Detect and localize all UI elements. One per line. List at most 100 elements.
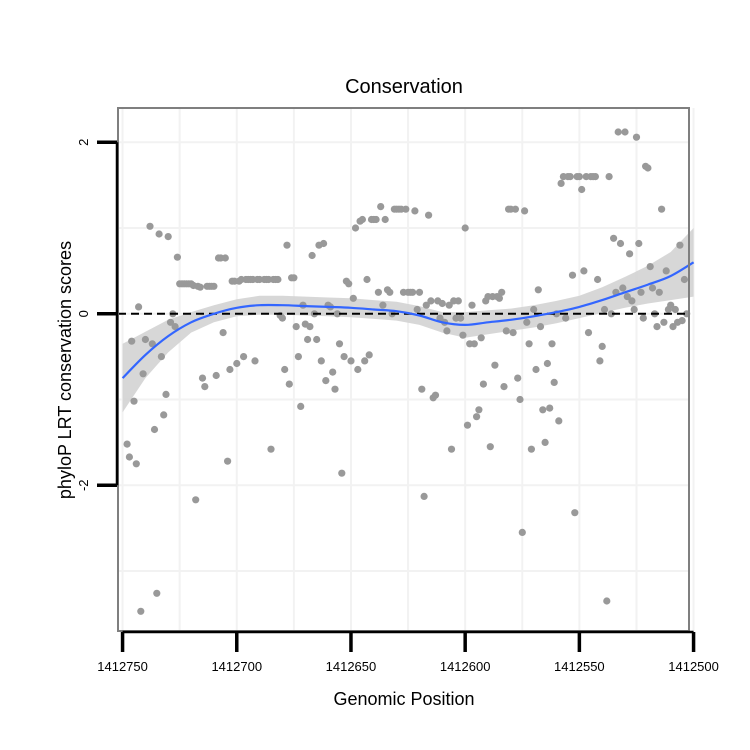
data-point bbox=[425, 211, 433, 219]
data-point bbox=[557, 179, 565, 187]
data-point bbox=[377, 203, 385, 211]
data-point bbox=[166, 318, 175, 326]
data-point bbox=[495, 294, 503, 302]
data-point bbox=[292, 323, 300, 331]
data-point bbox=[345, 280, 353, 288]
data-point bbox=[646, 263, 654, 271]
data-point bbox=[594, 275, 602, 284]
data-point bbox=[578, 185, 586, 194]
data-point bbox=[523, 318, 531, 326]
data-point bbox=[436, 314, 444, 322]
data-point bbox=[486, 443, 494, 451]
data-point bbox=[409, 288, 417, 296]
data-point bbox=[459, 331, 467, 339]
data-point bbox=[635, 239, 643, 248]
data-point bbox=[285, 380, 293, 388]
data-point bbox=[527, 445, 536, 453]
data-point bbox=[374, 288, 382, 296]
x-axis: 1412750 1412700 1412650 1412600 1412550 14125… bbox=[97, 630, 719, 674]
data-point bbox=[333, 310, 341, 318]
data-point bbox=[317, 357, 325, 365]
data-point bbox=[221, 254, 229, 262]
data-point bbox=[192, 496, 200, 504]
data-point bbox=[518, 528, 526, 537]
data-point bbox=[600, 305, 609, 314]
data-point bbox=[525, 340, 533, 348]
data-point bbox=[251, 357, 259, 365]
data-point bbox=[329, 368, 337, 376]
data-point bbox=[543, 359, 552, 368]
data-point bbox=[443, 327, 451, 335]
data-point bbox=[372, 215, 380, 224]
data-point bbox=[475, 406, 483, 414]
data-point bbox=[157, 353, 165, 361]
data-point bbox=[619, 284, 627, 292]
data-point bbox=[365, 351, 373, 359]
data-point bbox=[164, 233, 172, 241]
data-point bbox=[616, 239, 625, 248]
data-point bbox=[281, 365, 289, 374]
data-point bbox=[358, 215, 366, 224]
data-points bbox=[123, 128, 691, 615]
data-point bbox=[198, 374, 207, 382]
data-point bbox=[427, 297, 435, 305]
data-point bbox=[658, 205, 666, 213]
data-point bbox=[653, 323, 661, 331]
data-point bbox=[548, 340, 556, 348]
smooth-trend-line bbox=[121, 261, 695, 379]
data-point bbox=[347, 357, 355, 365]
data-point bbox=[219, 329, 227, 337]
data-point bbox=[386, 288, 394, 296]
data-point bbox=[233, 359, 241, 368]
data-point bbox=[146, 222, 154, 230]
data-point bbox=[283, 241, 291, 249]
data-point bbox=[678, 317, 686, 325]
data-point bbox=[438, 299, 446, 308]
data-point bbox=[361, 357, 369, 365]
data-point bbox=[580, 267, 588, 275]
data-point bbox=[614, 128, 622, 136]
data-point bbox=[521, 207, 529, 215]
data-point bbox=[338, 469, 346, 477]
x-tick-label: 1412750 bbox=[97, 659, 148, 674]
data-point bbox=[575, 173, 584, 181]
data-point bbox=[160, 411, 168, 419]
data-point bbox=[502, 327, 510, 335]
data-point bbox=[473, 413, 481, 421]
data-point bbox=[534, 286, 542, 294]
data-point bbox=[632, 133, 641, 141]
data-point bbox=[568, 271, 577, 279]
data-point bbox=[667, 301, 675, 309]
y-axis-title: phyloP LRT conservation scores bbox=[55, 241, 75, 499]
data-point bbox=[278, 314, 286, 322]
y-tick-label: 2 bbox=[76, 139, 91, 146]
data-point bbox=[297, 402, 305, 410]
data-point bbox=[153, 589, 161, 597]
data-point bbox=[536, 323, 545, 331]
data-point bbox=[413, 305, 421, 314]
data-point bbox=[130, 397, 138, 405]
data-point bbox=[591, 173, 600, 181]
data-point bbox=[562, 314, 570, 322]
data-point bbox=[639, 314, 647, 322]
data-point bbox=[630, 305, 638, 314]
data-point bbox=[605, 173, 613, 181]
data-point bbox=[274, 275, 282, 284]
x-tick-label: 1412650 bbox=[326, 659, 377, 674]
data-point bbox=[491, 361, 499, 369]
data-point bbox=[290, 274, 298, 282]
data-point bbox=[479, 380, 487, 388]
data-point bbox=[294, 353, 302, 361]
data-point bbox=[477, 334, 485, 342]
data-point bbox=[514, 374, 522, 382]
data-point bbox=[123, 440, 131, 448]
data-point bbox=[628, 297, 636, 305]
data-point bbox=[304, 335, 312, 344]
data-point bbox=[363, 275, 371, 284]
data-point bbox=[621, 128, 629, 136]
data-point bbox=[530, 305, 538, 314]
data-point bbox=[660, 318, 668, 326]
data-point bbox=[226, 365, 234, 374]
x-tick-label: 1412600 bbox=[440, 659, 491, 674]
data-point bbox=[125, 453, 133, 461]
